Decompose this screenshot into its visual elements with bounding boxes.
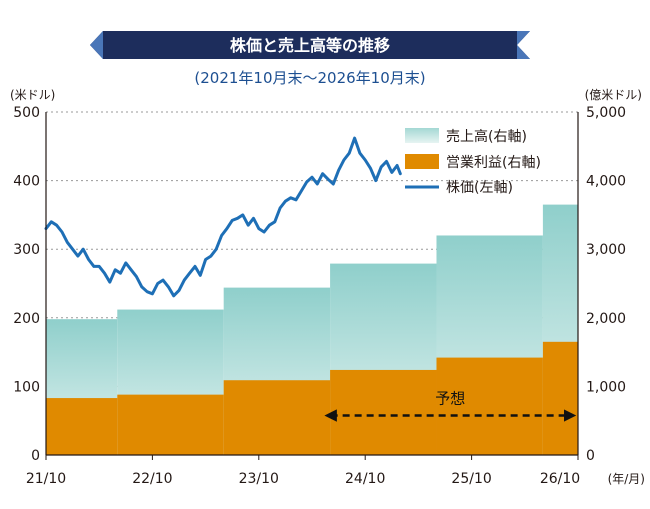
title-banner: 株価と売上高等の推移	[90, 31, 530, 59]
x-tick-label: 21/10	[26, 471, 66, 487]
x-tick-label: 22/10	[132, 471, 172, 487]
y-left-tick-label: 400	[13, 174, 40, 190]
y-right-tick-label: 0	[586, 448, 595, 464]
x-tick-labels: 21/10 22/10 23/10 24/10 25/10 26/10 (年/月)	[26, 455, 645, 487]
x-tick-label: 24/10	[345, 471, 385, 487]
stock-price-line	[44, 136, 402, 298]
y-left-tick-label: 500	[13, 105, 40, 121]
x-tick-label: 25/10	[451, 471, 491, 487]
y-left-tick-label: 200	[13, 311, 40, 327]
title-banner-left-tip	[90, 31, 103, 59]
operating-income-bar	[46, 398, 118, 455]
chart-title: 株価と売上高等の推移	[230, 36, 390, 55]
operating-income-bar	[117, 394, 224, 455]
legend-swatch-revenue	[405, 128, 439, 143]
y-right-unit-label: (億米ドル)	[585, 88, 642, 102]
y-right-tick-label: 5,000	[586, 105, 626, 121]
y-left-tick-label: 0	[31, 448, 40, 464]
legend-label-operating-income: 営業利益(右軸)	[446, 155, 541, 171]
y-right-tick-label: 4,000	[586, 174, 626, 190]
title-banner-right-tip	[517, 31, 530, 59]
x-unit-label: (年/月)	[608, 472, 645, 486]
operating-income-bar	[542, 341, 578, 455]
title-banner-shape	[90, 31, 530, 59]
y-left-unit-label: (米ドル)	[10, 88, 55, 102]
legend-swatch-operating-income	[405, 154, 439, 169]
forecast-label: 予想	[435, 390, 465, 408]
y-right-tick-label: 3,000	[586, 242, 626, 258]
operating-income-bar	[436, 357, 543, 455]
y-tick-labels: 0 100 200 300 400 500 0 1,000 2,000 3,000 4,000 5,0…	[13, 105, 626, 464]
axes	[45, 112, 579, 456]
operating-income-bar	[330, 369, 437, 455]
y-left-tick-label: 100	[13, 379, 40, 395]
y-right-tick-label: 1,000	[586, 379, 626, 395]
x-tick-label: 26/10	[540, 471, 580, 487]
legend-label-revenue: 売上高(右軸)	[446, 128, 527, 145]
y-left-tick-label: 300	[13, 242, 40, 258]
operating-income-area	[46, 341, 578, 455]
legend: 売上高(右軸) 営業利益(右軸) 株価(左軸)	[405, 128, 541, 196]
x-tick-label: 23/10	[239, 471, 279, 487]
forecast-annotation: 予想	[324, 390, 577, 422]
y-right-tick-label: 2,000	[586, 311, 626, 327]
chart-subtitle: (2021年10月末～2026年10月末)	[194, 69, 425, 87]
legend-label-stock: 株価(左軸)	[446, 180, 513, 196]
stock-line	[44, 136, 402, 298]
operating-income-bar	[223, 380, 331, 455]
